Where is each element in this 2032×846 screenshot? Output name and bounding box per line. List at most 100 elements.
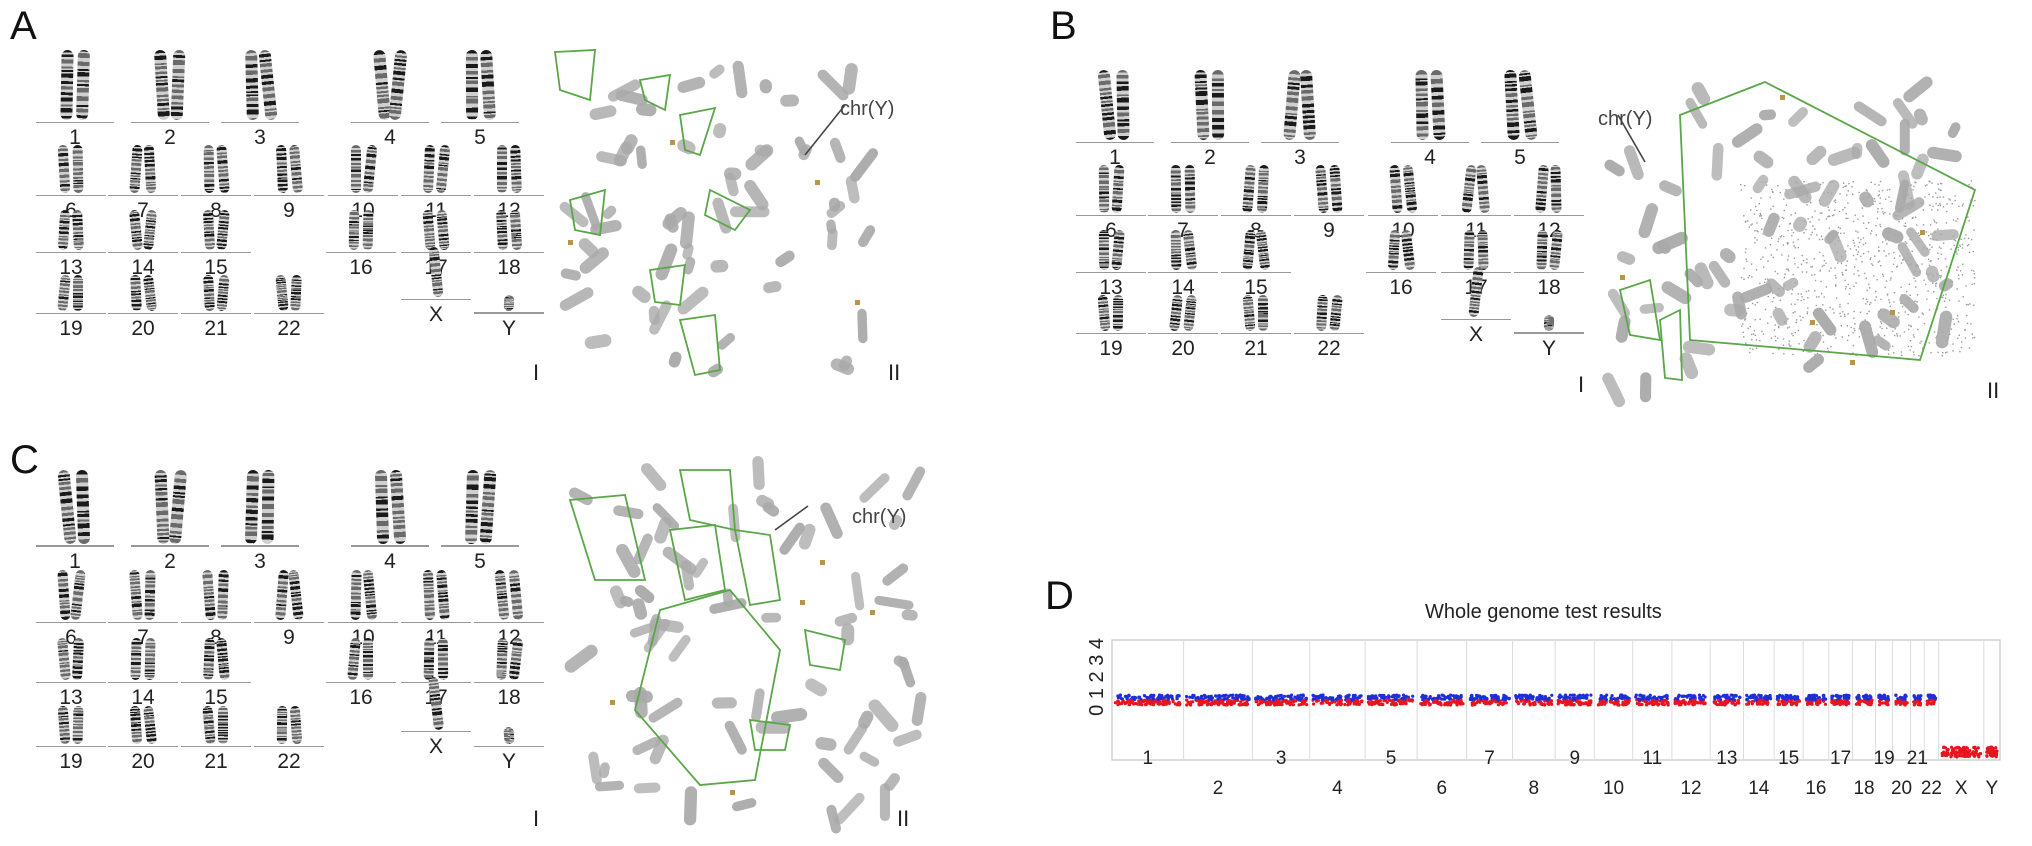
metaphase-chromosome [1824,229,1839,245]
chromosome [388,49,408,121]
karyotype-baseline [108,194,178,196]
data-point [1745,693,1749,697]
data-point [1637,697,1641,701]
debris-speck [1974,277,1976,279]
chromosome [1299,69,1316,141]
debris-speck [1794,311,1796,313]
chr-y-pointer [1617,114,1646,163]
chromosome [1256,164,1270,214]
spread-tag-c: II [897,806,910,831]
debris-speck [1879,202,1881,204]
debris-speck [1845,217,1847,220]
chromosome [71,637,85,681]
data-point [1229,693,1233,697]
signal-dot [855,300,860,305]
debris-speck [1954,240,1957,242]
chromosome [57,469,77,544]
signal-dot [1620,275,1625,280]
debris-speck [1912,216,1914,219]
metaphase-chromosome [1711,142,1724,181]
debris-speck [1923,279,1925,281]
debris-speck [1885,255,1887,257]
debris-speck [1754,242,1756,244]
debris-speck [1814,273,1816,276]
chromosome-pair-18: 18 [1514,229,1584,300]
karyotype-baseline [181,681,251,683]
metaphase-chromosome [632,285,651,304]
chromosome-label: 20 [131,317,155,340]
debris-speck [1845,264,1847,267]
chromosome-pair-4: 4 [351,49,429,150]
data-point [1528,693,1532,697]
debris-speck [1959,350,1961,353]
data-point [1368,697,1372,701]
data-point [1781,702,1786,706]
debris-speck [1914,300,1916,302]
data-point [1869,695,1873,699]
debris-speck [1874,255,1876,257]
debris-speck [1800,263,1803,265]
debris-speck [1841,336,1843,338]
metaphase-chromosome [752,456,765,491]
debris-speck [1889,301,1891,304]
debris-speck [1834,274,1836,277]
data-point [1217,694,1221,698]
data-point [1333,700,1337,704]
karyotype-baseline [254,621,324,624]
data-point [1857,694,1861,698]
debris-speck [1800,299,1802,302]
debris-speck [1806,262,1808,264]
debris-speck [1891,271,1893,273]
metaphase-chromosome [724,720,747,755]
chromosome [203,274,215,312]
debris-speck [1853,329,1856,332]
debris-speck [1949,333,1951,335]
debris-speck [1822,255,1824,257]
chromosome [362,209,374,251]
data-point [1234,696,1238,700]
chromosome [202,705,216,745]
debris-speck [1961,205,1964,207]
data-point [1279,693,1283,697]
data-point [1638,702,1642,707]
metaphase-chromosome [632,736,661,756]
data-point [1677,693,1681,697]
data-point [1485,697,1489,701]
debris-speck [1788,326,1791,328]
data-point [1808,701,1813,705]
chromosome-pair-7: 7 [108,144,178,223]
metaphase-chromosome [1903,76,1933,103]
data-point [1600,696,1604,700]
signal-dot [1810,320,1815,325]
data-point [1894,699,1898,704]
data-point [1750,702,1754,706]
debris-speck [1939,204,1942,206]
karyotype-baseline [181,745,251,748]
debris-speck [1973,336,1976,339]
chromosome-tick-label: 7 [1484,748,1495,769]
data-point [1260,701,1264,705]
debris-speck [1870,257,1872,259]
chromosome-tick-label: 3 [1275,748,1287,769]
debris-speck [1941,296,1943,298]
metaphase-chromosome [1607,288,1631,319]
data-point [1700,698,1704,702]
debris-speck [1964,337,1967,339]
chromosome-label: 5 [1514,146,1526,169]
data-point [1378,699,1382,703]
chromosome-pair-2: 2 [131,49,209,150]
data-point [1239,700,1243,704]
metaphase-chromosome [632,598,648,620]
debris-speck [1763,266,1765,268]
data-point [1347,701,1351,705]
chromosome-label: 22 [277,317,301,340]
chromosome-label: 8 [210,626,222,650]
metaphase-chromosome [677,139,696,155]
chromosome-label: 20 [131,750,155,774]
data-point [1120,697,1124,701]
chromosome-tick-label: 16 [1805,778,1827,799]
data-point [1832,702,1836,706]
data-point [1280,696,1284,700]
chr-y-label-c: chr(Y) [852,506,907,528]
debris-speck [1846,325,1848,327]
